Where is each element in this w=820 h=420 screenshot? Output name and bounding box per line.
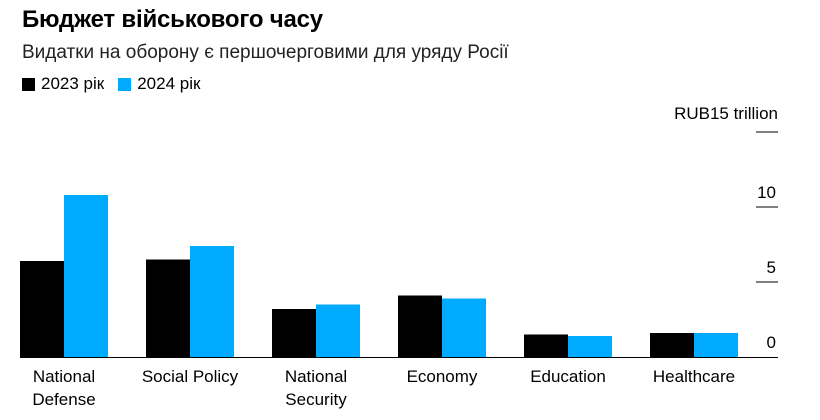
bar-2023-1: [146, 259, 190, 357]
y-axis-unit-label: RUB15 trillion: [674, 104, 778, 123]
bars: [20, 195, 738, 357]
y-tick-label-5: 5: [767, 258, 776, 277]
legend: 2023 рік 2024 рік: [22, 74, 214, 94]
bar-2023-0: [20, 261, 64, 357]
y-tick-label-0: 0: [767, 333, 776, 352]
chart-subtitle: Видатки на оборону є першочерговими для …: [22, 42, 509, 63]
chart-title: Бюджет військового часу: [22, 6, 323, 33]
bar-2024-5: [694, 333, 738, 357]
bar-2024-3: [442, 298, 486, 357]
legend-item-2024: 2024 рік: [118, 74, 200, 94]
bar-2023-4: [524, 334, 568, 357]
category-label-3-0: Economy: [407, 367, 478, 386]
legend-swatch-2023: [22, 77, 35, 91]
bar-2024-4: [568, 336, 612, 357]
category-label-2-0: National: [285, 367, 347, 386]
bar-2023-3: [398, 295, 442, 357]
bar-2024-2: [316, 304, 360, 357]
legend-label-2023: 2023 рік: [41, 74, 105, 93]
legend-label-2024: 2024 рік: [137, 74, 201, 93]
x-axis-labels: National Defense Social Policy National Secu…: [32, 367, 735, 409]
y-axis: RUB15 trillion 0 5 10: [674, 104, 778, 352]
bar-2023-2: [272, 309, 316, 357]
category-label-1-0: Social Policy: [142, 367, 239, 386]
y-tick-label-10: 10: [757, 183, 776, 202]
category-label-0-1: Defense: [32, 390, 95, 409]
legend-swatch-2024: [118, 77, 132, 91]
category-label-0-0: National: [33, 367, 95, 386]
category-label-2-1: Security: [285, 390, 347, 409]
bar-2023-5: [650, 333, 694, 357]
legend-item-2023: 2023 рік: [22, 74, 104, 94]
category-label-4-0: Education: [530, 367, 606, 386]
category-label-5-0: Healthcare: [653, 367, 735, 386]
bar-2024-1: [190, 246, 234, 357]
bar-2024-0: [64, 195, 108, 357]
